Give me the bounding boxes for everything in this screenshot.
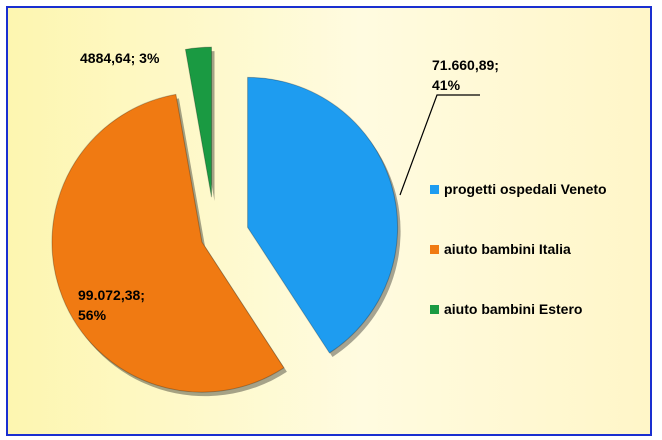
pie-slice: [51, 93, 285, 393]
legend-swatch: [430, 185, 439, 194]
legend-label: aiuto bambini Italia: [444, 241, 571, 257]
legend-swatch: [430, 245, 439, 254]
data-label: 4884,64; 3%: [80, 50, 160, 66]
legend-label: aiuto bambini Estero: [444, 301, 583, 317]
pie-slice: [184, 46, 213, 198]
legend-swatch: [430, 305, 439, 314]
data-label: 99.072,38; 56%: [78, 287, 145, 323]
pie-slice: [247, 76, 399, 354]
legend-label: progetti ospedali Veneto: [444, 181, 607, 197]
leader-line: [399, 94, 480, 196]
data-label: 71.660,89; 41%: [432, 57, 499, 93]
